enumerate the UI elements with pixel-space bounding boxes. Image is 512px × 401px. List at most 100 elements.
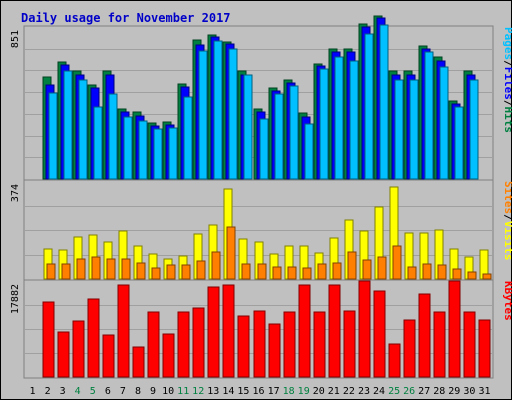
middle-bar-sites-day-17: [272, 266, 282, 280]
day-label-28: 28: [433, 386, 445, 397]
side-label-part: /: [502, 100, 512, 107]
day-label-9: 9: [150, 386, 156, 397]
day-label-17: 17: [268, 386, 280, 397]
bottom-bar-kbytes-day-22: [343, 310, 356, 378]
bottom-bar-kbytes-day-8: [132, 346, 145, 378]
top-bar-pages-day-19: [304, 123, 314, 180]
top-bar-pages-day-22: [349, 60, 359, 180]
bottom-bar-kbytes-day-7: [117, 284, 130, 378]
middle-bar-sites-day-27: [422, 263, 432, 280]
top-bar-pages-day-30: [469, 79, 479, 180]
top-bar-pages-day-20: [319, 68, 329, 180]
top-bar-pages-day-9: [153, 128, 163, 180]
top-bar-pages-day-17: [274, 93, 284, 180]
day-label-2: 2: [45, 386, 51, 397]
middle-bar-sites-day-28: [437, 264, 447, 280]
top-bar-pages-day-2: [48, 92, 58, 180]
day-label-5: 5: [90, 386, 96, 397]
top-bar-pages-day-29: [454, 106, 464, 180]
side-label-part: /: [502, 60, 512, 67]
bottom-ymax-label: 17882: [10, 284, 21, 314]
bottom-bar-kbytes-day-2: [42, 301, 55, 378]
top-bar-pages-day-5: [93, 106, 103, 180]
bottom-side-label: KBytes: [502, 281, 512, 321]
bottom-bar-kbytes-day-18: [283, 311, 296, 378]
middle-ymax-label: 374: [10, 184, 21, 202]
top-bar-pages-day-23: [364, 33, 374, 180]
top-side-label: Pages/Files/Hits: [502, 27, 512, 133]
middle-bar-sites-day-7: [121, 258, 131, 280]
side-label-part: Sites: [502, 181, 512, 214]
middle-bar-sites-day-26: [407, 266, 417, 280]
bottom-bar-kbytes-day-14: [222, 284, 235, 378]
middle-bar-sites-day-10: [166, 264, 176, 280]
middle-bar-sites-day-22: [347, 251, 357, 280]
top-bar-pages-day-4: [78, 79, 88, 180]
chart-panels: 851Pages/Files/Hits374Sites/Visits17882K…: [10, 15, 512, 397]
top-bar-pages-day-12: [198, 50, 208, 180]
middle-bar-sites-day-2: [46, 263, 56, 280]
day-label-6: 6: [105, 386, 111, 397]
day-label-3: 3: [60, 386, 66, 397]
top-ymax-label: 851: [10, 30, 21, 48]
top-bar-pages-day-3: [63, 70, 73, 180]
day-label-15: 15: [237, 386, 249, 397]
day-label-23: 23: [358, 386, 370, 397]
middle-bar-sites-day-31: [482, 273, 492, 280]
top-bar-pages-day-8: [138, 120, 148, 180]
middle-bar-sites-day-6: [106, 258, 116, 280]
middle-bar-sites-day-16: [257, 263, 267, 280]
bottom-bar-kbytes-day-31: [478, 319, 491, 378]
top-bar-pages-day-28: [439, 66, 449, 180]
top-bar-pages-day-25: [394, 79, 404, 180]
bottom-bar-kbytes-day-17: [268, 323, 281, 378]
bottom-bar-kbytes-day-12: [192, 307, 205, 378]
day-label-26: 26: [403, 386, 415, 397]
top-bar-pages-day-15: [243, 74, 253, 180]
day-label-21: 21: [328, 386, 340, 397]
top-bar-pages-day-10: [168, 127, 178, 180]
bottom-bar-kbytes-day-3: [57, 331, 70, 378]
top-bar-pages-day-26: [409, 79, 419, 180]
middle-bar-sites-day-5: [91, 256, 101, 280]
bottom-bar-kbytes-day-15: [237, 315, 250, 378]
middle-bar-sites-day-14: [226, 226, 236, 280]
middle-bar-sites-day-8: [136, 262, 146, 280]
middle-side-label: Sites/Visits: [502, 181, 512, 261]
middle-bar-sites-day-9: [151, 267, 161, 280]
top-bar-pages-day-11: [183, 96, 193, 180]
bottom-bar-kbytes-day-10: [162, 333, 175, 378]
middle-bar-sites-day-12: [196, 260, 206, 280]
day-label-27: 27: [418, 386, 430, 397]
day-label-18: 18: [283, 386, 295, 397]
day-label-10: 10: [162, 386, 174, 397]
middle-bar-sites-day-23: [362, 259, 372, 280]
bottom-bar-kbytes-day-16: [253, 310, 266, 378]
top-bar-pages-day-24: [379, 24, 389, 180]
day-label-8: 8: [135, 386, 141, 397]
side-label-part: /: [502, 214, 512, 221]
bottom-bar-kbytes-day-19: [298, 284, 311, 378]
day-label-13: 13: [207, 386, 219, 397]
bottom-bar-kbytes-day-4: [72, 320, 85, 378]
bottom-bar-kbytes-day-20: [313, 311, 326, 378]
day-label-4: 4: [75, 386, 81, 397]
side-label-part: Visits: [502, 221, 512, 261]
bottom-bar-kbytes-day-27: [418, 293, 431, 378]
middle-bar-sites-day-25: [392, 245, 402, 280]
bottom-bar-kbytes-day-23: [358, 280, 371, 378]
day-label-11: 11: [177, 386, 189, 397]
bottom-bar-kbytes-day-13: [207, 286, 220, 378]
bottom-bar-kbytes-day-6: [102, 334, 115, 378]
side-label-part: Hits: [502, 107, 512, 134]
top-bar-pages-day-21: [334, 56, 344, 180]
top-bar-pages-day-27: [424, 51, 434, 180]
day-label-1: 1: [29, 386, 35, 397]
top-bar-pages-day-18: [289, 85, 299, 180]
side-label-part: Pages: [502, 27, 512, 60]
bottom-bar-kbytes-day-26: [403, 319, 416, 378]
middle-bar-sites-day-4: [76, 258, 86, 280]
middle-bar-sites-day-24: [377, 256, 387, 280]
